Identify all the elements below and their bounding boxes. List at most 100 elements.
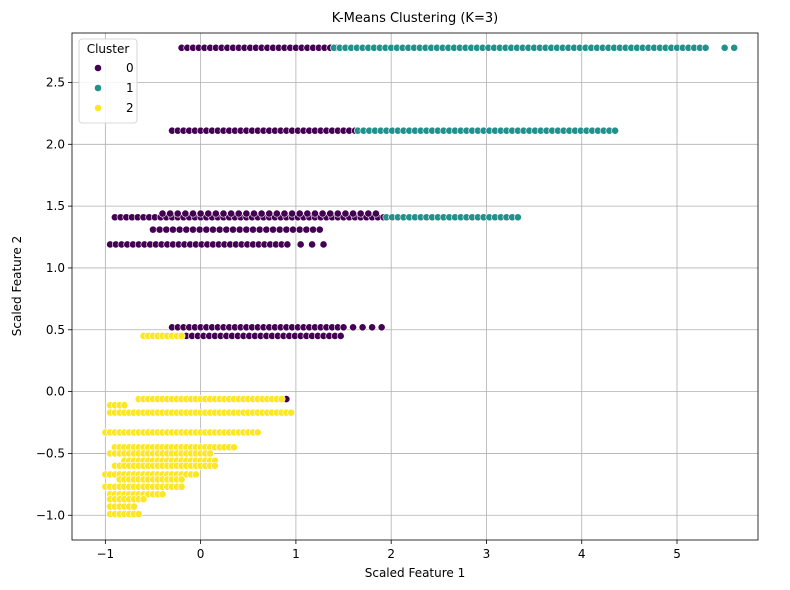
data-point — [372, 209, 380, 218]
legend-label-1: 1 — [126, 81, 134, 95]
x-tick-label: 4 — [578, 547, 586, 561]
data-point — [275, 225, 284, 234]
data-point — [222, 225, 231, 234]
data-point — [295, 209, 304, 218]
data-point — [296, 240, 305, 249]
y-tick-label: 0.5 — [46, 323, 65, 337]
data-point — [191, 470, 200, 479]
data-point — [282, 225, 291, 234]
data-point — [272, 209, 281, 218]
data-point — [182, 225, 191, 234]
data-point — [229, 225, 237, 234]
data-point — [720, 43, 729, 52]
x-tick-label: 0 — [197, 547, 205, 561]
data-point — [701, 43, 710, 52]
data-point — [158, 209, 167, 218]
data-point — [262, 225, 271, 234]
data-point — [227, 209, 236, 218]
data-point — [287, 408, 296, 417]
data-point — [269, 225, 277, 234]
ticks: −1 0 1 2 3 4 5 −1.0 −0.5 0.0 0.5 1.0 1.5 2.0 2.5 — [36, 75, 681, 561]
points — [101, 43, 739, 518]
data-point — [255, 225, 264, 234]
data-point — [339, 323, 348, 332]
legend-box — [78, 38, 138, 124]
data-point — [139, 495, 148, 504]
data-point — [173, 209, 182, 218]
data-point — [303, 209, 312, 218]
data-point — [196, 209, 205, 218]
data-point — [318, 209, 327, 218]
data-point — [309, 225, 317, 234]
data-point — [230, 443, 238, 452]
data-point — [249, 225, 257, 234]
data-point — [319, 240, 328, 249]
data-point — [349, 209, 357, 218]
y-tick-label: 2.0 — [46, 137, 65, 151]
data-point — [166, 209, 175, 218]
data-point — [158, 490, 167, 499]
data-point — [149, 225, 157, 234]
legend-marker-0 — [94, 64, 102, 72]
data-point — [283, 240, 292, 249]
data-point — [333, 209, 342, 218]
cluster-0-points — [106, 43, 388, 403]
y-tick-label: −0.5 — [36, 446, 65, 460]
x-tick-label: −1 — [96, 547, 114, 561]
legend-label-2: 2 — [126, 101, 134, 115]
y-tick-label: 2.5 — [46, 75, 65, 89]
data-point — [134, 510, 143, 518]
data-point — [288, 209, 296, 218]
legend: Cluster 0 1 2 — [78, 38, 138, 124]
data-point — [177, 475, 186, 484]
data-point — [250, 209, 258, 218]
data-point — [177, 332, 186, 340]
data-point — [130, 502, 138, 511]
legend-label-0: 0 — [126, 61, 134, 75]
data-point — [211, 209, 220, 218]
x-axis-label: Scaled Feature 1 — [365, 566, 466, 580]
data-point — [169, 225, 177, 234]
data-point — [368, 323, 377, 332]
data-point — [235, 225, 244, 234]
data-point — [181, 209, 190, 218]
data-point — [202, 225, 211, 234]
y-tick-label: 0.0 — [46, 385, 65, 399]
data-point — [242, 225, 251, 234]
y-axis-label: Scaled Feature 2 — [10, 236, 24, 337]
data-point — [120, 401, 129, 410]
data-point — [611, 126, 619, 135]
data-point — [356, 209, 365, 218]
data-point — [308, 240, 316, 249]
legend-title: Cluster — [87, 42, 130, 56]
data-point — [295, 225, 304, 234]
y-tick-label: −1.0 — [36, 508, 65, 522]
data-point — [358, 323, 367, 332]
data-point — [219, 209, 228, 218]
data-point — [195, 225, 204, 234]
x-tick-label: 1 — [292, 547, 300, 561]
plot-frame — [71, 32, 759, 541]
data-point — [209, 225, 217, 234]
x-tick-label: 3 — [483, 547, 491, 561]
legend-marker-1 — [94, 84, 102, 92]
data-point — [206, 449, 215, 458]
legend-marker-2 — [94, 104, 102, 112]
y-tick-label: 1.0 — [46, 261, 65, 275]
data-point — [177, 482, 186, 491]
data-point — [311, 209, 319, 218]
data-point — [280, 209, 289, 218]
data-point — [242, 209, 251, 218]
data-point — [302, 225, 311, 234]
data-point — [215, 225, 224, 234]
legend-entries: 0 1 2 — [94, 61, 134, 115]
data-point — [162, 225, 171, 234]
data-point — [377, 323, 386, 332]
data-point — [234, 209, 243, 218]
data-point — [175, 225, 184, 234]
x-tick-label: 5 — [673, 547, 681, 561]
data-point — [730, 43, 739, 52]
data-point — [336, 332, 345, 340]
data-point — [257, 209, 266, 218]
